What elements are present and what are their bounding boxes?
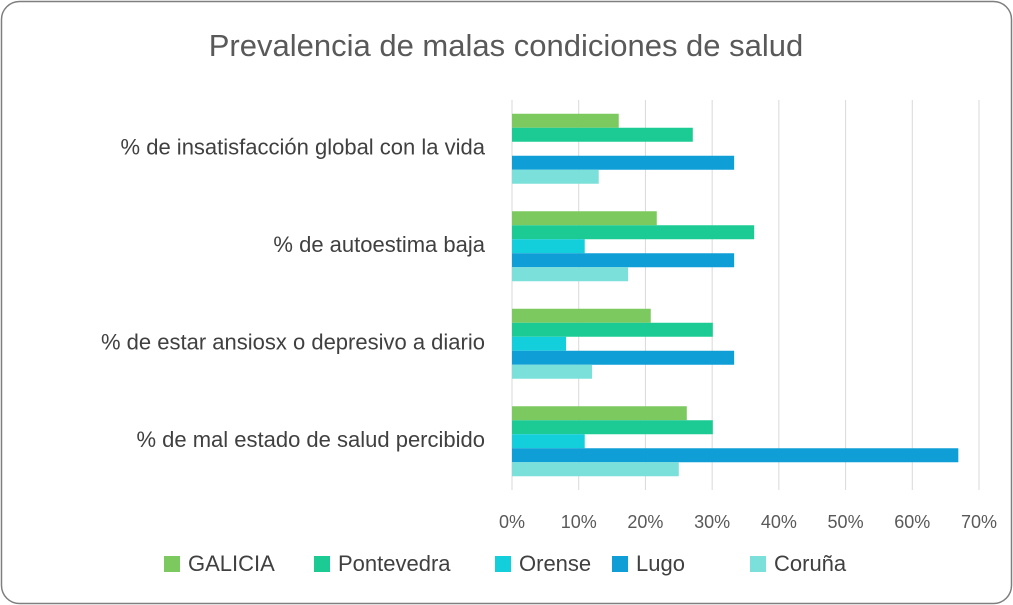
bar: [512, 322, 713, 337]
legend-label: Pontevedra: [338, 551, 451, 576]
bar: [512, 225, 755, 240]
legend-swatch: [164, 556, 180, 572]
x-tick-label: 40%: [761, 512, 797, 532]
bar: [512, 308, 651, 323]
legend-swatch: [495, 556, 511, 572]
legend-swatch: [314, 556, 330, 572]
bar: [512, 155, 735, 170]
legend-label: Lugo: [636, 551, 685, 576]
bar: [512, 336, 567, 351]
x-tick-label: 60%: [894, 512, 930, 532]
bar: [512, 434, 585, 449]
bar: [512, 253, 735, 268]
bar: [512, 448, 959, 463]
x-tick-label: 50%: [828, 512, 864, 532]
x-tick-label: 20%: [627, 512, 663, 532]
x-tick-label: 10%: [561, 512, 597, 532]
bar: [512, 462, 679, 477]
y-tick-label: % de mal estado de salud percibido: [136, 427, 485, 452]
bar: [512, 239, 585, 254]
bar: [512, 211, 657, 226]
bar: [512, 406, 687, 421]
x-tick-label: 30%: [694, 512, 730, 532]
bar: [512, 267, 629, 282]
bar: [512, 127, 693, 142]
legend-swatch: [750, 556, 766, 572]
x-tick-label: 70%: [961, 512, 997, 532]
chart-title: Prevalencia de malas condiciones de salu…: [209, 28, 804, 63]
y-tick-label: % de autoestima baja: [273, 232, 485, 257]
bar: [512, 420, 713, 435]
legend-label: Orense: [519, 551, 591, 576]
bar: [512, 364, 593, 379]
y-tick-label: % de estar ansiosx o depresivo a diario: [101, 330, 485, 355]
x-tick-label: 0%: [499, 512, 525, 532]
legend-label: Coruña: [774, 551, 847, 576]
bar: [512, 350, 735, 365]
y-tick-label: % de insatisfacción global con la vida: [121, 135, 486, 160]
legend-swatch: [612, 556, 628, 572]
bar: [512, 113, 619, 128]
legend-label: GALICIA: [188, 551, 275, 576]
bar: [512, 169, 599, 184]
